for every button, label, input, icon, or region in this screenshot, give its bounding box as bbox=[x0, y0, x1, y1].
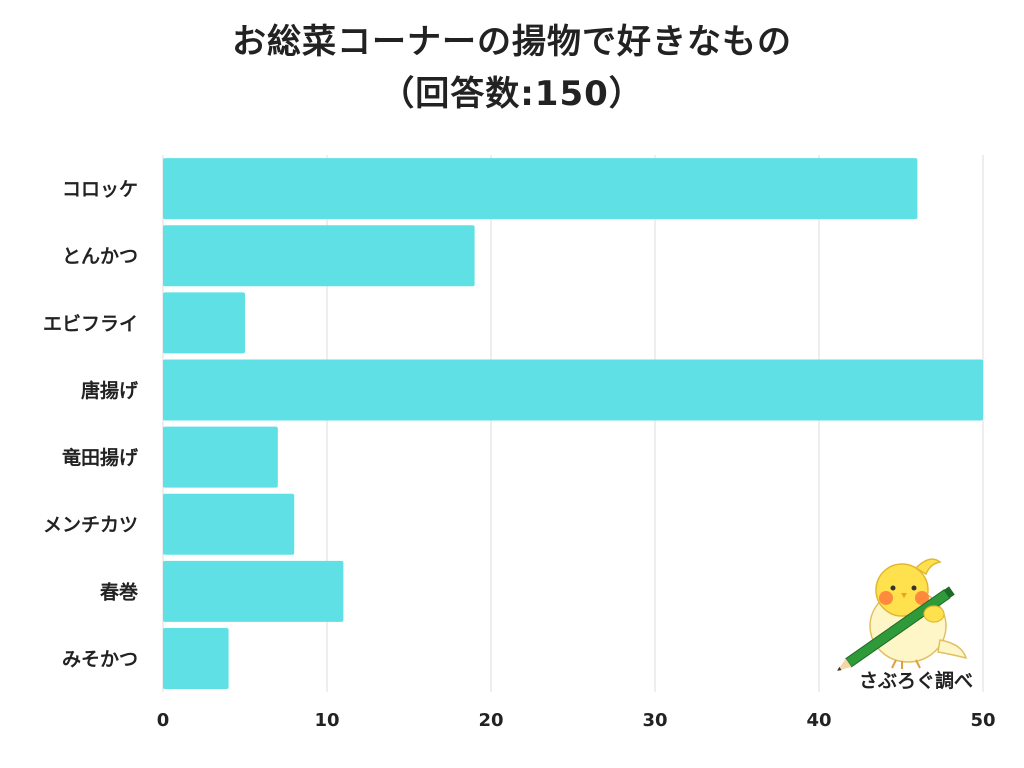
category-label: 唐揚げ bbox=[81, 379, 139, 402]
bird-mascot-icon bbox=[837, 558, 968, 671]
category-label: 竜田揚げ bbox=[62, 446, 139, 469]
bar bbox=[163, 627, 229, 689]
credit-label: さぶろぐ調べ bbox=[858, 670, 973, 692]
bars bbox=[163, 158, 983, 689]
x-tick-labels: 0 10 20 30 40 50 bbox=[157, 710, 996, 731]
bar bbox=[163, 225, 475, 287]
bar bbox=[163, 493, 295, 555]
chart-subtitle: （回答数:150） bbox=[380, 74, 644, 114]
x-tick-label: 0 bbox=[157, 710, 170, 731]
chart-title: お総菜コーナーの揚物で好きなもの bbox=[232, 22, 792, 62]
bar bbox=[163, 560, 344, 622]
bar bbox=[163, 292, 245, 354]
category-label: コロッケ bbox=[62, 179, 138, 201]
category-label: みそかつ bbox=[62, 648, 138, 670]
x-tick-label: 20 bbox=[478, 710, 503, 731]
bar bbox=[163, 158, 918, 220]
category-label: メンチカツ bbox=[43, 514, 138, 536]
x-tick-label: 30 bbox=[642, 710, 667, 731]
category-label: 春巻 bbox=[100, 580, 139, 603]
category-label: とんかつ bbox=[62, 246, 138, 268]
category-label: エビフライ bbox=[43, 313, 138, 335]
bar bbox=[163, 359, 983, 421]
x-tick-label: 40 bbox=[806, 710, 831, 731]
x-tick-label: 10 bbox=[314, 710, 339, 731]
bar bbox=[163, 426, 278, 488]
x-tick-label: 50 bbox=[970, 710, 995, 731]
